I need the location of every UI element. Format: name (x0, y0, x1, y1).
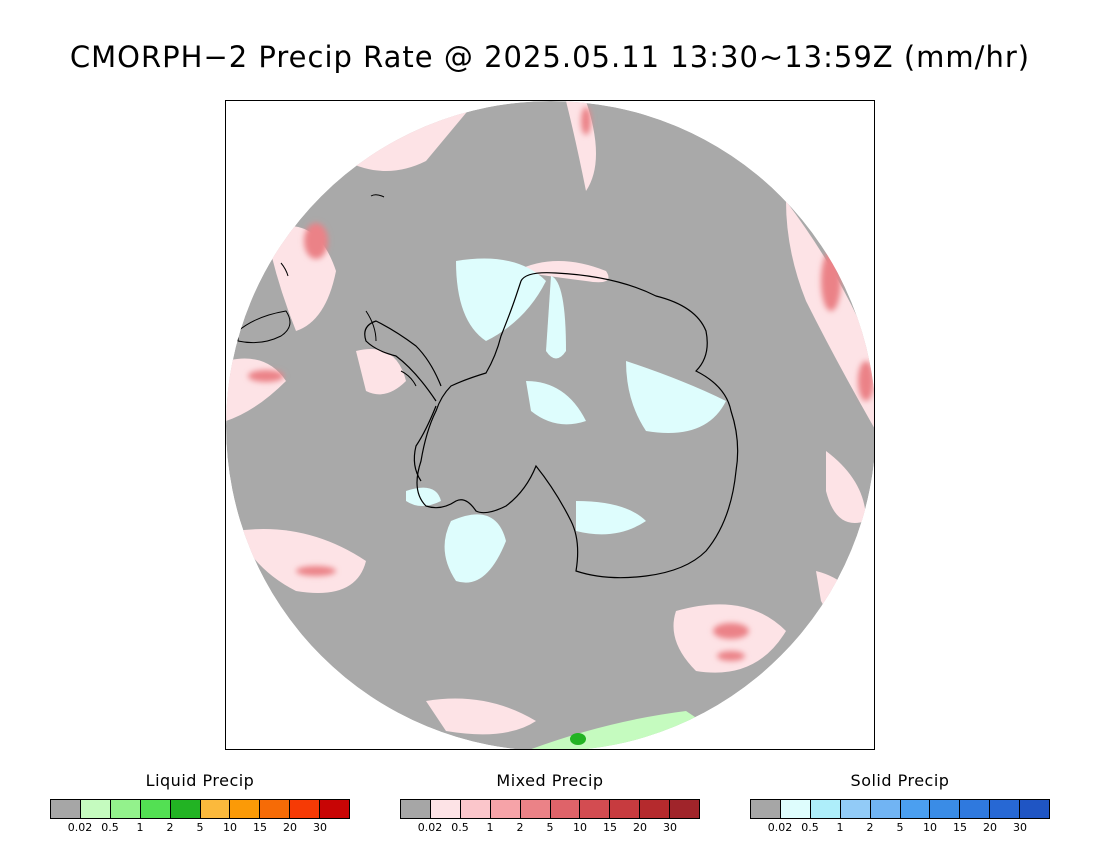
legend-tick-label: 20 (633, 821, 647, 834)
legend-tick-label: 2 (866, 821, 874, 834)
legend-swatch (140, 800, 171, 818)
legend-tick-label: 0.5 (801, 821, 819, 834)
legend-swatch (670, 800, 700, 818)
legend-swatch (290, 800, 321, 818)
legend-swatch (780, 800, 811, 818)
legend-swatch (320, 800, 350, 818)
no-data-field (226, 101, 874, 749)
legend-tick-label: 30 (313, 821, 327, 834)
legend-swatch (430, 800, 461, 818)
legend-ticks: 0.02 0.5 1 2 5 10 15 20 30 (400, 821, 700, 837)
legend-tick-label: 0.02 (67, 821, 93, 834)
weddell-coast (413, 405, 437, 482)
legend-swatch (640, 800, 671, 818)
legend-tick-label: 20 (283, 821, 297, 834)
legend-swatch (870, 800, 901, 818)
legend-swatch (580, 800, 611, 818)
legend-tick-label: 1 (836, 821, 844, 834)
legend-tick-label: 5 (546, 821, 554, 834)
legend-swatch (960, 800, 991, 818)
legend-tick-label: 20 (983, 821, 997, 834)
legend-title: Liquid Precip (145, 771, 255, 790)
legend-title: Mixed Precip (496, 771, 604, 790)
legend-swatch (610, 800, 641, 818)
legend-swatch (200, 800, 231, 818)
legend-solid: Solid Precip 0.02 0.5 1 2 5 10 15 20 30 (750, 772, 1050, 837)
legend-tick-label: 10 (573, 821, 587, 834)
solid-precip-areas (406, 258, 726, 583)
legend-swatch (810, 800, 841, 818)
legend-swatch (80, 800, 111, 818)
legend-tick-label: 5 (896, 821, 904, 834)
map-title: CMORPH−2 Precip Rate @ 2025.05.11 13:30~… (69, 40, 1031, 74)
legend-title: Solid Precip (850, 771, 950, 790)
legend-tick-label: 10 (223, 821, 237, 834)
legend-swatch (751, 800, 781, 818)
legend-swatch (930, 800, 961, 818)
island-coastlines (237, 194, 417, 387)
legend-tick-label: 0.02 (417, 821, 443, 834)
legend-colorbar (750, 799, 1050, 819)
legend-swatch (490, 800, 521, 818)
legend-swatch (900, 800, 931, 818)
legend-swatch (401, 800, 431, 818)
legend-tick-label: 2 (166, 821, 174, 834)
legend-tick-label: 0.5 (101, 821, 119, 834)
legend-swatch (230, 800, 261, 818)
antarctic-peninsula (364, 320, 442, 402)
legend-swatch (990, 800, 1021, 818)
legend-tick-label: 0.02 (767, 821, 793, 834)
map-panel (225, 100, 875, 750)
legend-colorbar (400, 799, 700, 819)
liquid-precip-area (570, 733, 586, 745)
legend-tick-label: 30 (663, 821, 677, 834)
legend-swatch (550, 800, 581, 818)
legend-tick-label: 5 (196, 821, 204, 834)
legend-mixed: Mixed Precip 0.02 0.5 1 2 5 10 15 20 30 (400, 772, 700, 837)
legend-swatch (460, 800, 491, 818)
legend-swatch (520, 800, 551, 818)
legend-tick-label: 1 (136, 821, 144, 834)
legend-tick-label: 10 (923, 821, 937, 834)
legend-tick-label: 15 (953, 821, 967, 834)
legend-swatch (260, 800, 291, 818)
legend-tick-label: 2 (516, 821, 524, 834)
legend-swatch (170, 800, 201, 818)
legend-tick-label: 30 (1013, 821, 1027, 834)
legend-tick-label: 1 (486, 821, 494, 834)
legend-swatch (51, 800, 81, 818)
legend-tick-label: 0.5 (451, 821, 469, 834)
legend-swatch (840, 800, 871, 818)
legend-swatch (110, 800, 141, 818)
legend-ticks: 0.02 0.5 1 2 5 10 15 20 30 (50, 821, 350, 837)
legend-swatch (1020, 800, 1050, 818)
legend-tick-label: 15 (603, 821, 617, 834)
legend-colorbar (50, 799, 350, 819)
globe (226, 101, 874, 749)
legend-ticks: 0.02 0.5 1 2 5 10 15 20 30 (750, 821, 1050, 837)
antarctica-coastline (416, 272, 739, 579)
legend-tick-label: 15 (253, 821, 267, 834)
precip-map (226, 101, 874, 749)
legend-liquid: Liquid Precip 0.02 0.5 1 2 5 10 15 20 30 (50, 772, 350, 837)
